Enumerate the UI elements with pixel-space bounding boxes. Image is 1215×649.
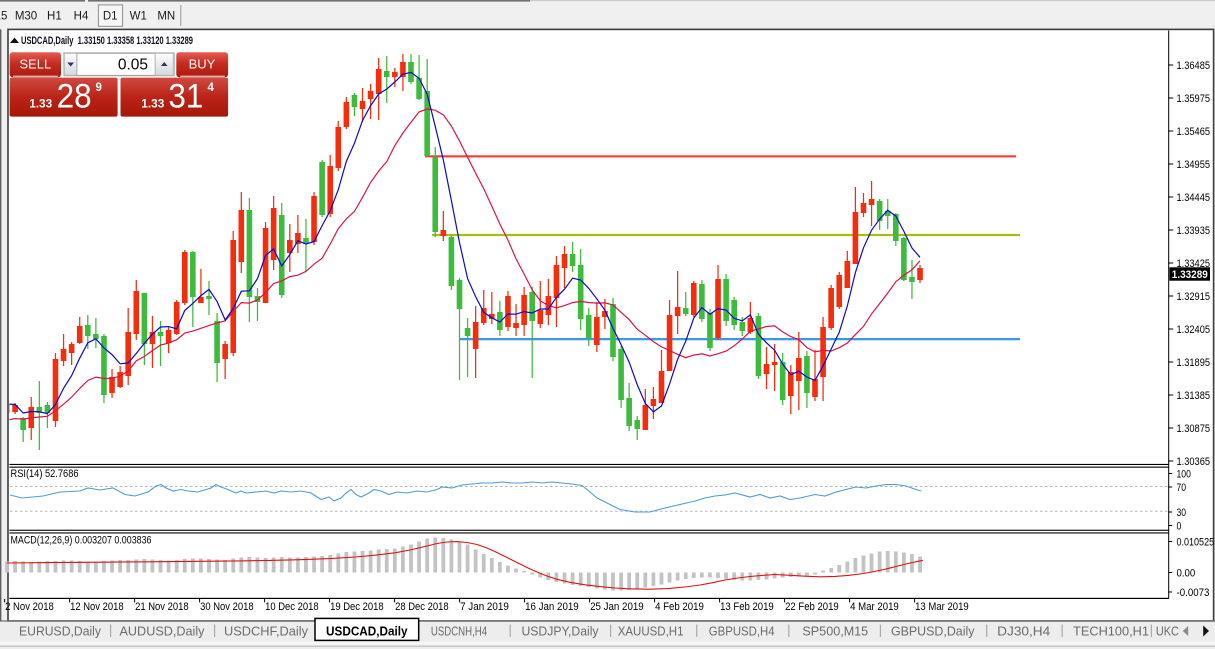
svg-text:9: 9 [96,82,102,94]
svg-text:19 Dec 2018: 19 Dec 2018 [330,601,384,613]
svg-text:0.010525: 0.010525 [1177,537,1215,549]
svg-text:28: 28 [57,78,92,116]
svg-text:0.00: 0.00 [1177,568,1196,580]
svg-text:MN: MN [157,11,175,23]
svg-text:30 Nov 2018: 30 Nov 2018 [200,601,254,613]
svg-text:GBPUSD,H4: GBPUSD,H4 [709,625,775,639]
svg-text:XAUUSD,H1: XAUUSD,H1 [618,625,684,639]
svg-text:4: 4 [208,82,215,94]
svg-text:4 Mar 2019: 4 Mar 2019 [850,601,899,613]
svg-text:USDCAD,Daily: USDCAD,Daily [326,625,408,639]
svg-text:0: 0 [1177,521,1182,533]
svg-text:AUDUSD,Daily: AUDUSD,Daily [120,625,206,639]
svg-text:25 Jan 2019: 25 Jan 2019 [590,601,644,613]
svg-text:M30: M30 [15,11,37,23]
svg-text:USDCNH,H4: USDCNH,H4 [431,625,487,639]
svg-text:12 Nov 2018: 12 Nov 2018 [70,601,124,613]
svg-text:D1: D1 [103,11,118,23]
svg-text:15: 15 [0,11,7,23]
svg-text:30: 30 [1177,507,1187,519]
svg-text:10 Dec 2018: 10 Dec 2018 [265,601,319,613]
svg-text:EURUSD,Daily: EURUSD,Daily [19,625,102,639]
svg-text:1.30875: 1.30875 [1177,423,1211,435]
svg-text:1.33425: 1.33425 [1177,258,1211,270]
svg-text:1.34445: 1.34445 [1177,192,1211,204]
svg-text:100: 100 [1177,469,1191,481]
svg-text:1.35465: 1.35465 [1177,126,1211,138]
svg-text:1.32915: 1.32915 [1177,291,1211,303]
svg-text:UKC: UKC [1156,625,1179,639]
svg-text:1.33: 1.33 [29,97,52,111]
svg-text:21 Nov 2018: 21 Nov 2018 [135,601,189,613]
svg-text:1.30365: 1.30365 [1177,456,1211,468]
svg-text:1.35975: 1.35975 [1177,93,1211,105]
svg-text:TECH100,H1: TECH100,H1 [1073,625,1149,639]
svg-text:USDCHF,Daily: USDCHF,Daily [224,625,309,639]
svg-text:MACD(12,26,9) 0.003207 0.00383: MACD(12,26,9) 0.003207 0.003836 [11,535,152,547]
svg-text:70: 70 [1177,482,1187,494]
svg-text:USDCAD,Daily 1.33150 1.33358: USDCAD,Daily 1.33150 1.33358 1.33120 1.3… [21,35,193,47]
svg-text:1.33: 1.33 [141,97,164,111]
svg-text:28 Dec 2018: 28 Dec 2018 [395,601,449,613]
svg-text:1.34955: 1.34955 [1177,159,1211,171]
svg-text:16 Jan 2019: 16 Jan 2019 [525,601,579,613]
svg-text:GBPUSD,Daily: GBPUSD,Daily [891,625,975,639]
svg-text:H4: H4 [74,11,89,23]
svg-text:H1: H1 [47,11,62,23]
svg-text:0.05: 0.05 [118,57,148,74]
svg-text:DJ30,H4: DJ30,H4 [997,625,1050,639]
svg-text:7 Jan 2019: 7 Jan 2019 [460,601,509,613]
svg-text:1.36485: 1.36485 [1177,60,1211,72]
svg-text:SP500,M15: SP500,M15 [802,625,868,639]
svg-text:31: 31 [168,78,203,116]
svg-text:RSI(14) 52.7686: RSI(14) 52.7686 [11,468,79,480]
svg-text:USDJPY,Daily: USDJPY,Daily [522,625,600,639]
svg-text:22 Feb 2019: 22 Feb 2019 [785,601,839,613]
svg-text:BUY: BUY [189,57,216,72]
svg-text:1.31385: 1.31385 [1177,390,1211,402]
svg-text:-0.0073: -0.0073 [1177,587,1210,599]
svg-text:13 Feb 2019: 13 Feb 2019 [720,601,774,613]
svg-text:1.33935: 1.33935 [1177,225,1211,237]
svg-text:13 Mar 2019: 13 Mar 2019 [915,601,969,613]
svg-text:1.31895: 1.31895 [1177,357,1211,369]
svg-text:SELL: SELL [19,57,51,72]
svg-text:W1: W1 [130,11,147,23]
svg-text:1.33289: 1.33289 [1172,269,1208,281]
svg-text:2 Nov 2018: 2 Nov 2018 [5,601,54,613]
svg-text:1.32405: 1.32405 [1177,324,1211,336]
svg-text:4 Feb 2019: 4 Feb 2019 [655,601,704,613]
